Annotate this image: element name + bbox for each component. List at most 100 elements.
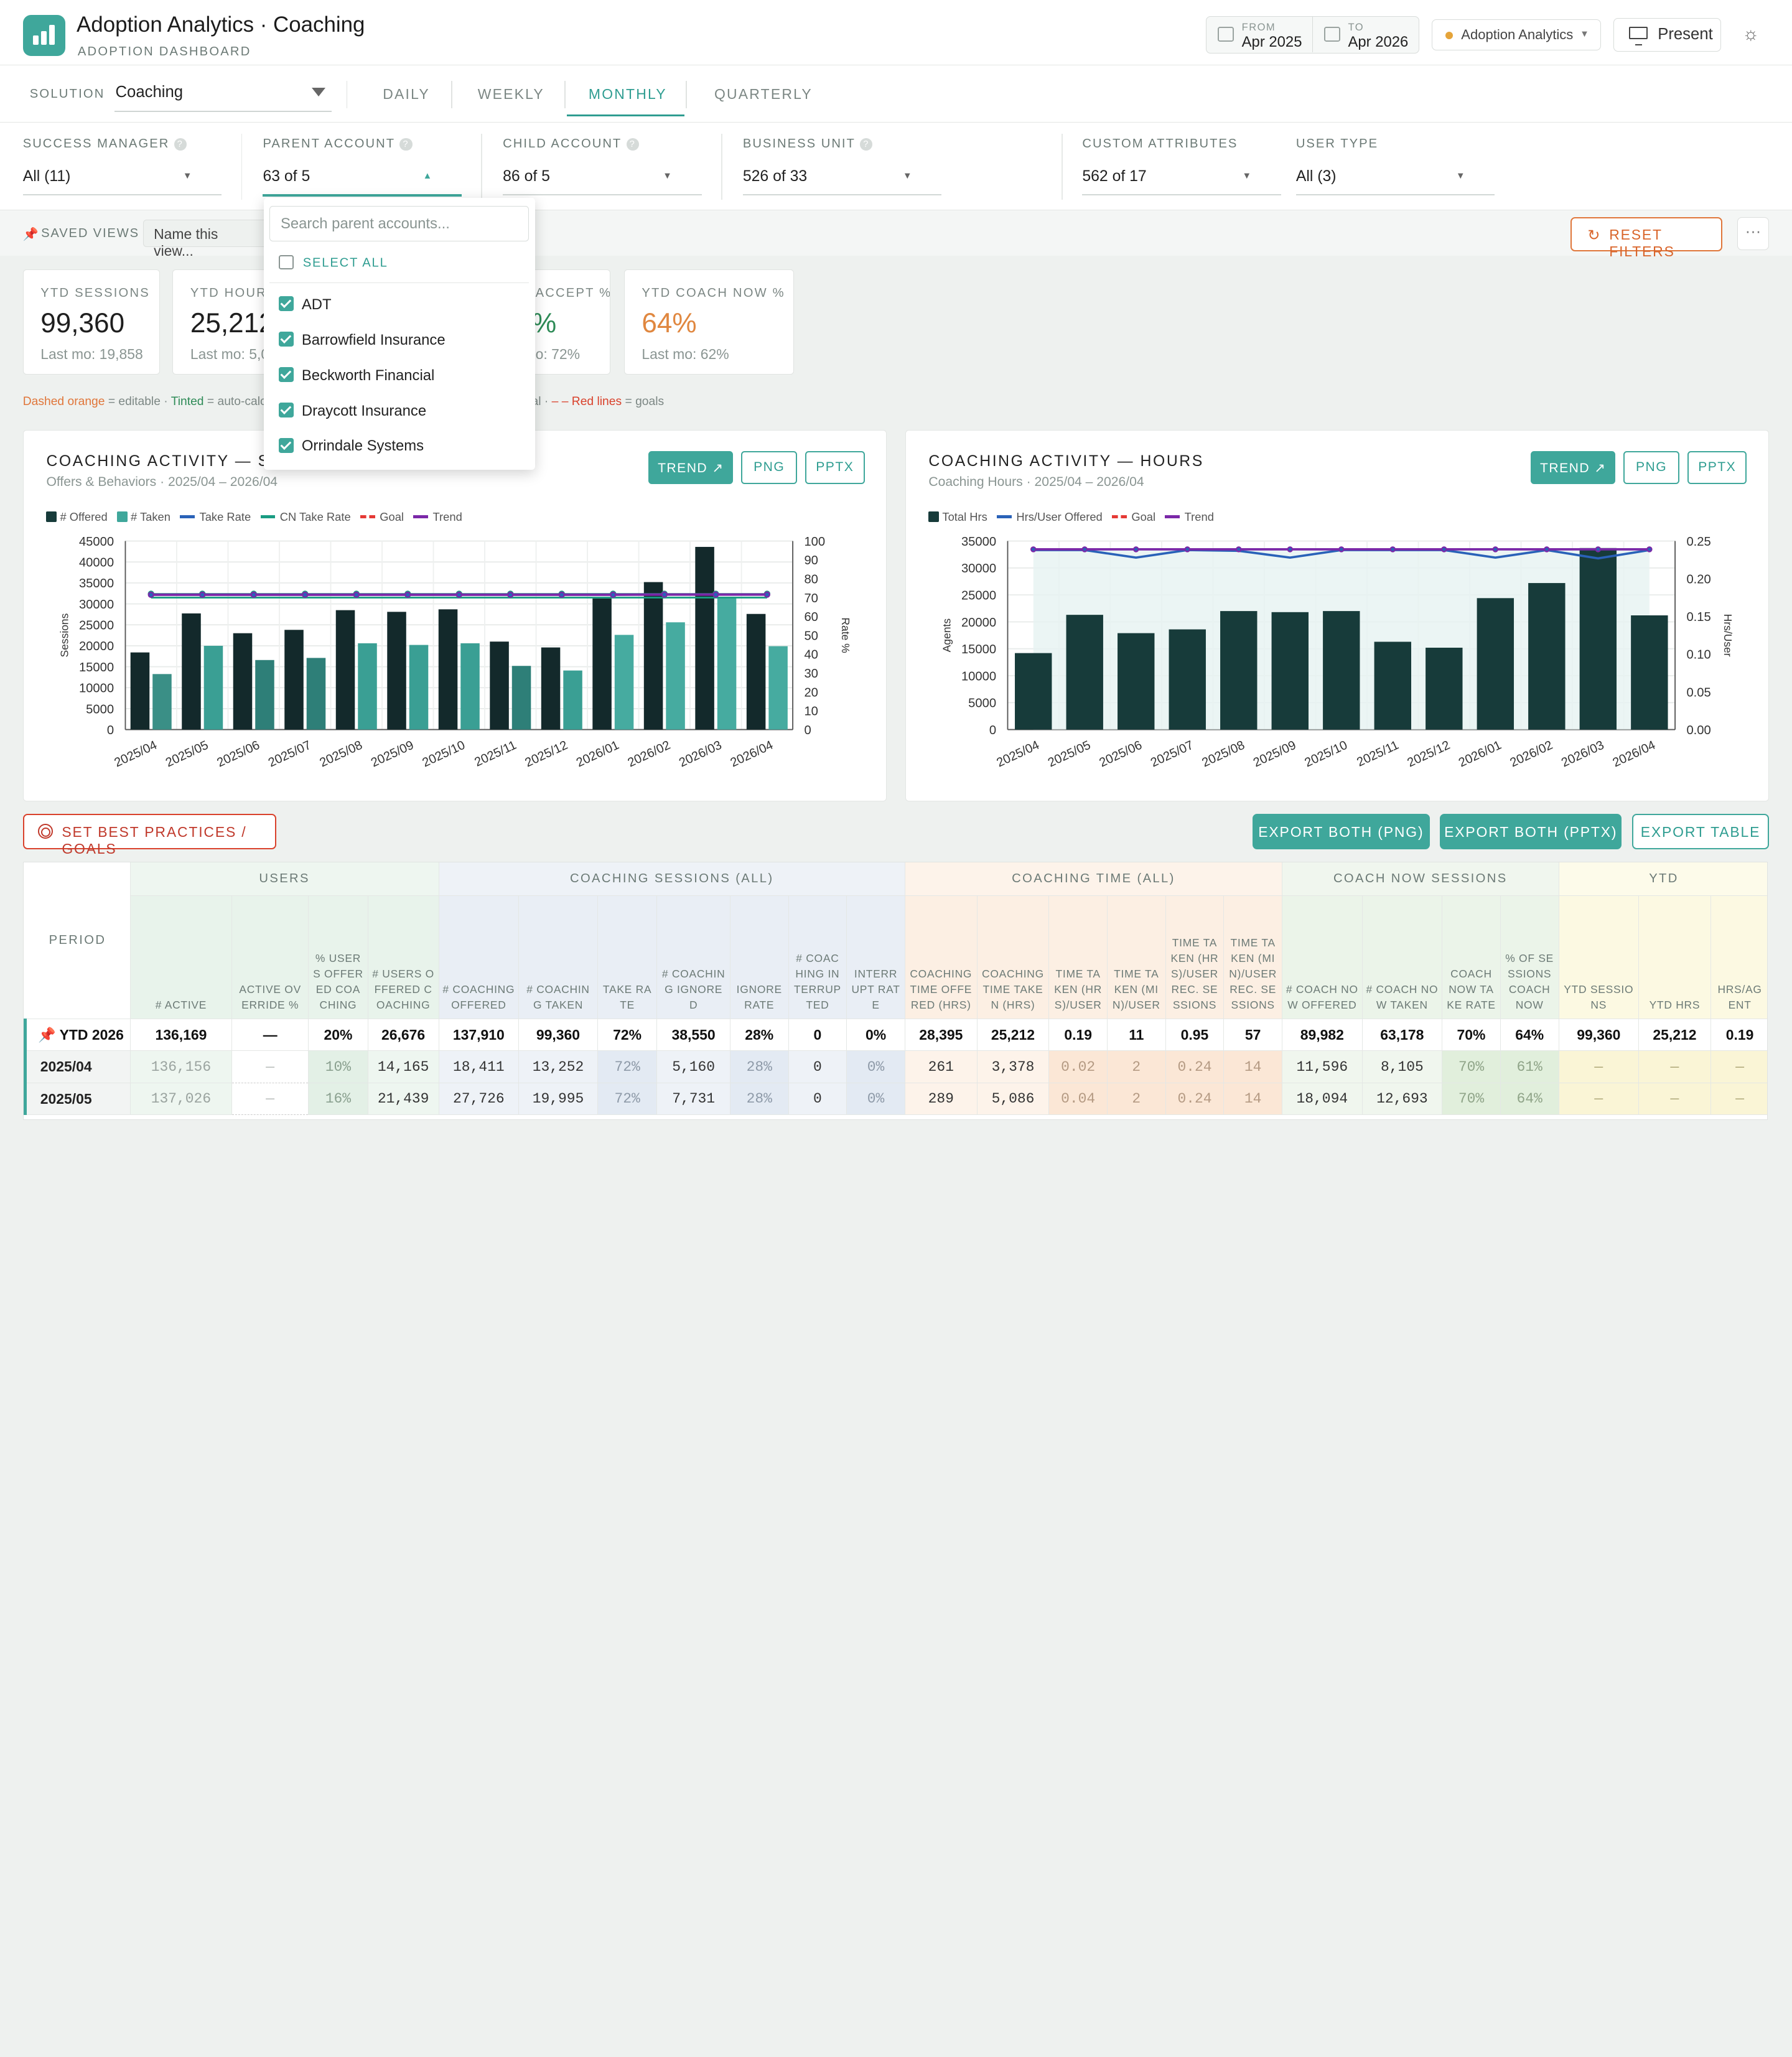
- column-header[interactable]: YTD HRS: [1639, 895, 1711, 1019]
- data-point: [1134, 547, 1138, 551]
- column-header[interactable]: # COACHING IGNORED: [657, 895, 730, 1019]
- column-header[interactable]: # USERS OFFERED COACHING: [368, 895, 439, 1019]
- legend-trend: Trend: [413, 510, 462, 523]
- column-header[interactable]: TIME TAKEN (HRS)/USER REC. SESSIONS: [1165, 895, 1224, 1019]
- column-header[interactable]: # COACH NOW OFFERED: [1282, 895, 1363, 1019]
- column-header[interactable]: COACH NOW TAKE RATE: [1442, 895, 1501, 1019]
- column-header[interactable]: # COACHING OFFERED: [439, 895, 519, 1019]
- theme-toggle-icon[interactable]: ☼: [1742, 25, 1760, 43]
- column-header[interactable]: COACHING TIME OFFERED (HRS): [905, 895, 977, 1019]
- y2-axis-label: Hrs/User: [1722, 614, 1734, 657]
- present-button[interactable]: Present: [1613, 18, 1721, 51]
- table-cell: 25,212: [1639, 1019, 1711, 1050]
- y-tick-label: 15000: [79, 661, 114, 674]
- x-tick-label: 2025/05: [164, 739, 210, 770]
- period-header[interactable]: PERIOD: [25, 862, 130, 1019]
- target-icon: [38, 824, 53, 839]
- parent-account-search-input[interactable]: Search parent accounts...: [269, 206, 529, 241]
- option-barrowfield[interactable]: Barrowfield Insurance: [279, 332, 445, 349]
- column-header[interactable]: YTD SESSIONS: [1559, 895, 1639, 1019]
- bar--offered: [541, 648, 561, 730]
- more-options-button[interactable]: ···: [1737, 217, 1769, 250]
- column-header[interactable]: TIME TAKEN (HRS)/USER: [1049, 895, 1108, 1019]
- trend-button[interactable]: TREND ↗: [1531, 451, 1615, 484]
- table-cell: 57: [1224, 1019, 1282, 1050]
- view-name-input[interactable]: Name this view...: [143, 220, 269, 247]
- column-header[interactable]: IGNORE RATE: [730, 895, 788, 1019]
- x-tick-label: 2025/12: [523, 739, 569, 770]
- column-header[interactable]: % USERS OFFERED COACHING: [309, 895, 368, 1019]
- column-header[interactable]: TIME TAKEN (MIN)/USER: [1107, 895, 1165, 1019]
- y-tick-label: 20000: [79, 640, 114, 653]
- divider: [564, 81, 566, 108]
- x-tick-label: 2025/07: [266, 739, 313, 770]
- table-cell: 27,726: [439, 1083, 519, 1114]
- column-header[interactable]: % OF SESSIONS COACH NOW: [1500, 895, 1559, 1019]
- y-axis-label: Agents: [940, 618, 953, 653]
- parent-account-dropdown: Search parent accounts... SELECT ALL ADT…: [264, 198, 534, 470]
- from-date[interactable]: FROM Apr 2025: [1206, 17, 1313, 52]
- divider: [451, 81, 452, 108]
- x-tick-label: 2025/06: [215, 739, 261, 770]
- export-table-button[interactable]: EXPORT TABLE: [1632, 814, 1769, 849]
- option-adt[interactable]: ADT: [279, 296, 331, 314]
- table-cell: 13,252: [519, 1051, 598, 1083]
- png-button[interactable]: PNG: [741, 451, 797, 484]
- column-header[interactable]: ACTIVE OVERRIDE %: [232, 895, 309, 1019]
- y2-tick-label: 60: [804, 610, 818, 624]
- to-date[interactable]: TO Apr 2026: [1313, 17, 1419, 52]
- option-orrindale[interactable]: Orrindale Systems: [279, 437, 424, 455]
- option-beckworth[interactable]: Beckworth Financial: [279, 367, 434, 385]
- pin-icon: 📌: [23, 226, 39, 242]
- tab-daily[interactable]: DAILY: [383, 86, 430, 103]
- y2-tick-label: 0: [804, 724, 811, 737]
- tab-monthly[interactable]: MONTHLY: [589, 86, 667, 103]
- chevron-up-icon: ▲: [423, 171, 432, 181]
- table-cell: —: [1710, 1083, 1768, 1114]
- table-cell[interactable]: —: [232, 1051, 309, 1083]
- help-icon[interactable]: ?: [399, 138, 412, 151]
- png-button[interactable]: PNG: [1623, 451, 1679, 484]
- help-icon[interactable]: ?: [860, 138, 872, 151]
- set-goals-button[interactable]: SET BEST PRACTICES / GOALS: [23, 814, 277, 849]
- y2-tick-label: 0.10: [1686, 648, 1710, 662]
- table-cell[interactable]: —: [232, 1083, 309, 1114]
- column-header[interactable]: # COACHING TAKEN: [519, 895, 598, 1019]
- column-header[interactable]: TAKE RATE: [597, 895, 657, 1019]
- period-cell: 📌 YTD 2026: [25, 1019, 130, 1050]
- option-draycott[interactable]: Draycott Insurance: [279, 403, 426, 420]
- column-header[interactable]: HRS/AGENT: [1710, 895, 1768, 1019]
- solution-select[interactable]: Coaching: [116, 83, 184, 101]
- export-png-button[interactable]: EXPORT BOTH (PNG): [1253, 814, 1430, 849]
- tab-quarterly[interactable]: QUARTERLY: [714, 86, 813, 103]
- chart-subtitle: Coaching Hours · 2025/04 – 2026/04: [928, 475, 1144, 490]
- trend-button[interactable]: TREND ↗: [648, 451, 733, 484]
- y2-tick-label: 70: [804, 592, 818, 605]
- pptx-button[interactable]: PPTX: [1687, 451, 1747, 484]
- column-header[interactable]: # COACH NOW TAKEN: [1362, 895, 1442, 1019]
- help-icon[interactable]: ?: [627, 138, 639, 151]
- monitor-icon: [1629, 27, 1647, 39]
- column-header[interactable]: INTERRUPT RATE: [847, 895, 905, 1019]
- reset-filters-button[interactable]: ↻ RESET FILTERS: [1570, 217, 1722, 251]
- product-selector[interactable]: Adoption Analytics ▼: [1432, 19, 1601, 50]
- data-point: [200, 592, 205, 597]
- x-tick-label: 2025/04: [994, 739, 1041, 770]
- caret-down-icon[interactable]: [312, 88, 325, 96]
- column-header[interactable]: COACHING TIME TAKEN (HRS): [977, 895, 1049, 1019]
- column-header[interactable]: # COACHING INTERRUPTED: [788, 895, 847, 1019]
- data-point: [1595, 547, 1600, 551]
- tab-weekly[interactable]: WEEKLY: [478, 86, 544, 103]
- column-header[interactable]: # ACTIVE: [130, 895, 231, 1019]
- table-cell: 0.04: [1049, 1083, 1108, 1114]
- export-pptx-button[interactable]: EXPORT BOTH (PPTX): [1440, 814, 1622, 849]
- table-cell: 72%: [597, 1051, 657, 1083]
- help-icon[interactable]: ?: [174, 138, 187, 151]
- select-all-checkbox[interactable]: SELECT ALL: [279, 255, 388, 270]
- pptx-button[interactable]: PPTX: [805, 451, 865, 484]
- column-header[interactable]: TIME TAKEN (MIN)/USER REC. SESSIONS: [1224, 895, 1282, 1019]
